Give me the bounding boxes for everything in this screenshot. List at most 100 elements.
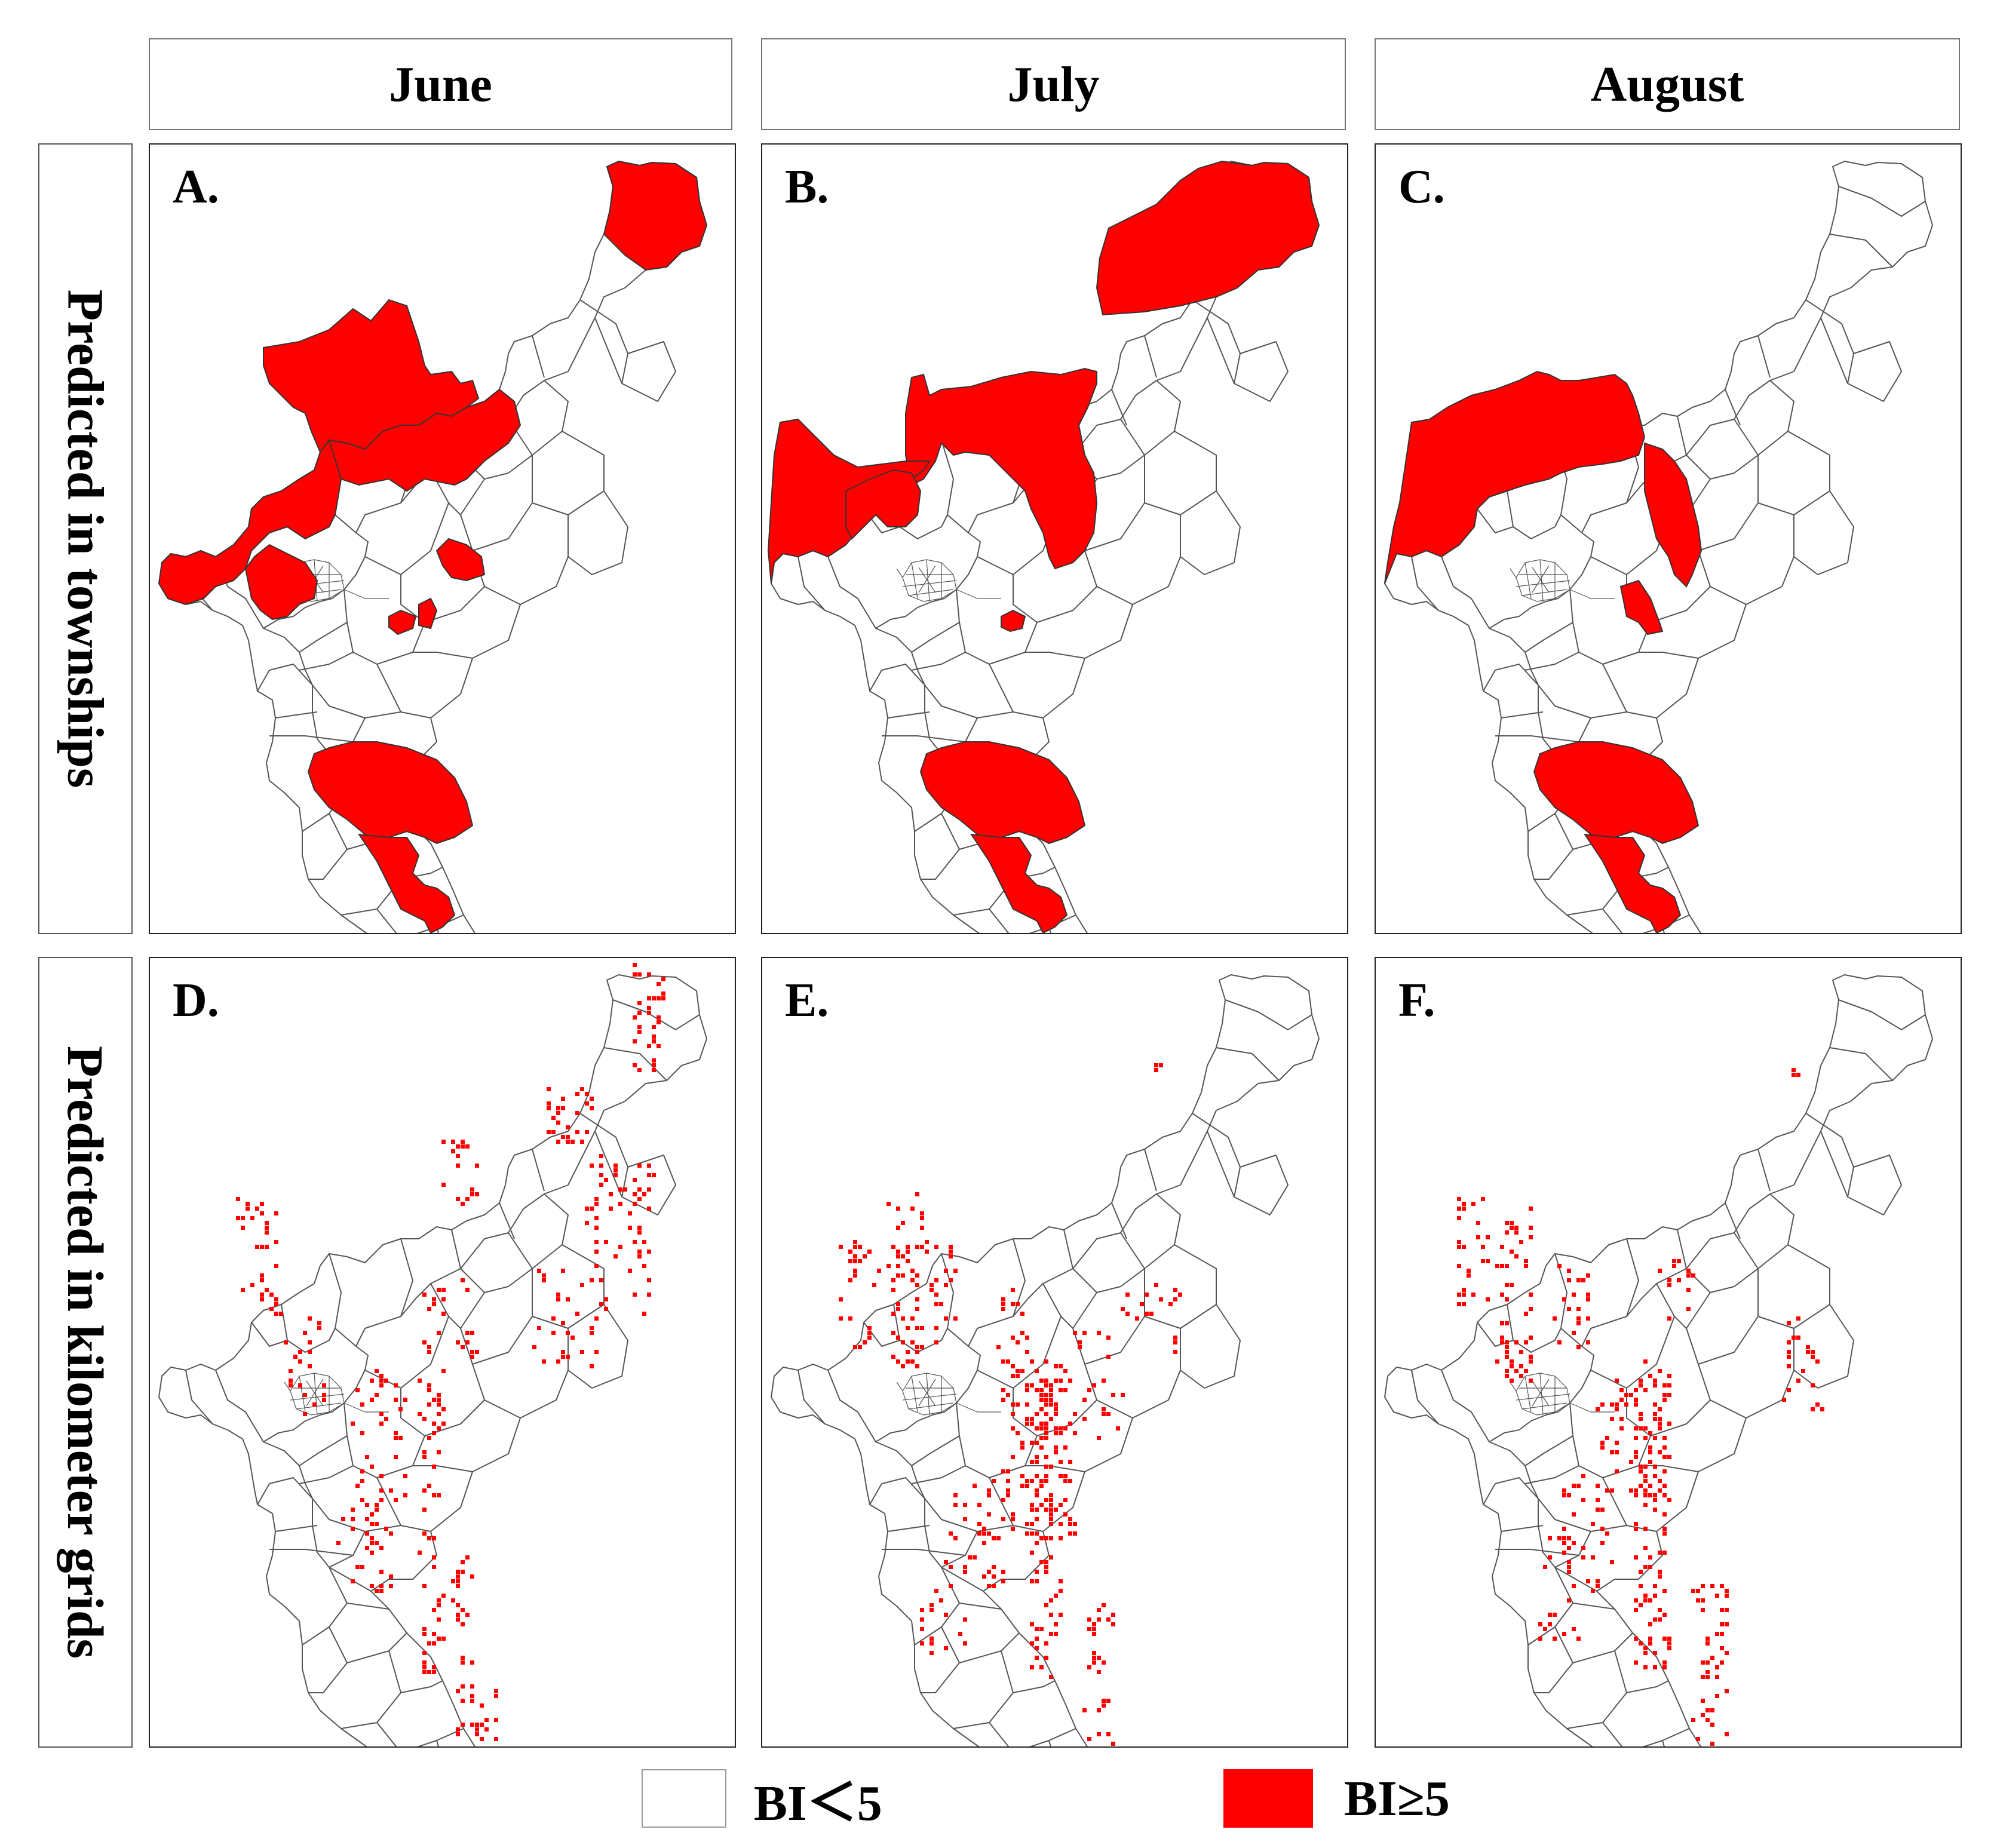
grid-cell [375,1503,379,1507]
grid-cell [1092,1632,1096,1636]
grid-cell [1720,1646,1724,1650]
grid-cell [1567,1570,1571,1574]
grid-cell [642,1264,646,1268]
grid-cell [360,1498,364,1502]
grid-cell [1035,1488,1039,1493]
grid-cell [1073,1331,1077,1335]
grid-cell [1106,1699,1111,1703]
grid-cell [1634,1608,1638,1612]
grid-cell [236,1216,240,1220]
grid-cell [1030,1359,1034,1364]
grid-cell [250,1216,254,1220]
grid-cell [953,1536,958,1540]
grid-cell [1068,1517,1072,1521]
grid-cell [1567,1307,1571,1311]
grid-cell [427,1388,431,1392]
grid-cell [1006,1469,1010,1474]
grid-cell [637,1250,642,1254]
grid-cell [1705,1660,1710,1665]
grid-cell [992,1479,996,1483]
grid-cell [1001,1498,1005,1502]
grid-cell [1001,1302,1005,1306]
grid-cell [901,1316,905,1321]
grid-cell [1715,1594,1719,1598]
grid-cell [1049,1465,1053,1469]
grid-cell [250,1283,254,1287]
grid-cell [1505,1374,1509,1378]
grid-cell [1586,1293,1590,1297]
grid-cell [1653,1665,1657,1669]
grid-cell [1025,1417,1029,1421]
grid-cell [906,1326,910,1330]
grid-cell [1011,1402,1015,1407]
grid-cell [1039,1398,1044,1402]
grid-cell [633,1015,637,1020]
grid-cell [1054,1450,1058,1454]
grid-cell [1653,1379,1657,1383]
map-e-svg [771,974,1320,1746]
row-header-townships: Predicted in townships [38,143,133,934]
grid-cell [260,1202,264,1206]
grid-cell [437,1331,441,1335]
grid-cell [1524,1264,1528,1268]
grid-cell [1030,1422,1034,1426]
township-center-high [1001,609,1026,633]
grid-cell [1510,1221,1514,1225]
township-w-high [158,438,342,606]
grid-cell [1567,1546,1571,1550]
grid-cell [1686,1307,1691,1311]
grid-cell [1529,1359,1533,1364]
grid-cell [1039,1536,1044,1540]
column-header-july: July [761,38,1346,130]
grid-cell [394,1431,398,1435]
grid-cell [351,1579,355,1583]
grid-cell [470,1684,474,1689]
grid-cell [427,1350,431,1354]
grid-cell [599,1183,603,1187]
grid-cell [1619,1398,1624,1402]
grid-cell [422,1508,427,1512]
grid-cell [1562,1632,1566,1636]
grid-cell [963,1517,967,1521]
grid-cell [915,1326,919,1330]
grid-cell [1087,1737,1091,1741]
grid-cell [1173,1288,1177,1292]
grid-cell [1643,1359,1648,1364]
grid-cell [1510,1226,1514,1230]
grid-cell [1092,1627,1096,1631]
grid-cell [1667,1498,1671,1502]
grid-cell [389,1574,393,1579]
grid-cell [456,1570,460,1574]
panel-d-letter: D. [173,974,219,1027]
grid-cell [1529,1379,1533,1383]
grid-cell [1035,1412,1039,1416]
grid-cell [1082,1417,1087,1421]
grid-cell [580,1283,584,1287]
grid-cell [1662,1531,1667,1536]
grid-cell [1505,1230,1509,1235]
grid-cell [1529,1355,1533,1359]
grid-cell [1510,1364,1514,1368]
grid-cell [848,1250,852,1254]
grid-cell [1639,1412,1643,1416]
grid-cell [427,1641,431,1646]
grid-cell [1605,1488,1609,1493]
grid-cell [561,1097,565,1101]
grid-cell [1006,1393,1010,1397]
grid-cell [1154,1283,1158,1287]
grid-cell [418,1412,422,1416]
grid-cell [1495,1359,1499,1364]
grid-cell [427,1536,431,1540]
grid-cell [1044,1536,1048,1540]
grid-cell [1662,1613,1667,1617]
grid-cell [1567,1278,1571,1282]
grid-cell [1639,1570,1643,1574]
grid-cell [351,1508,355,1512]
grid-cell [1481,1245,1485,1249]
grid-cell [265,1221,269,1225]
grid-cell [1044,1465,1048,1469]
grid-cell [379,1498,384,1502]
grid-cell [1610,1417,1614,1421]
grid-cell [308,1350,312,1354]
grid-cell [1677,1278,1681,1282]
